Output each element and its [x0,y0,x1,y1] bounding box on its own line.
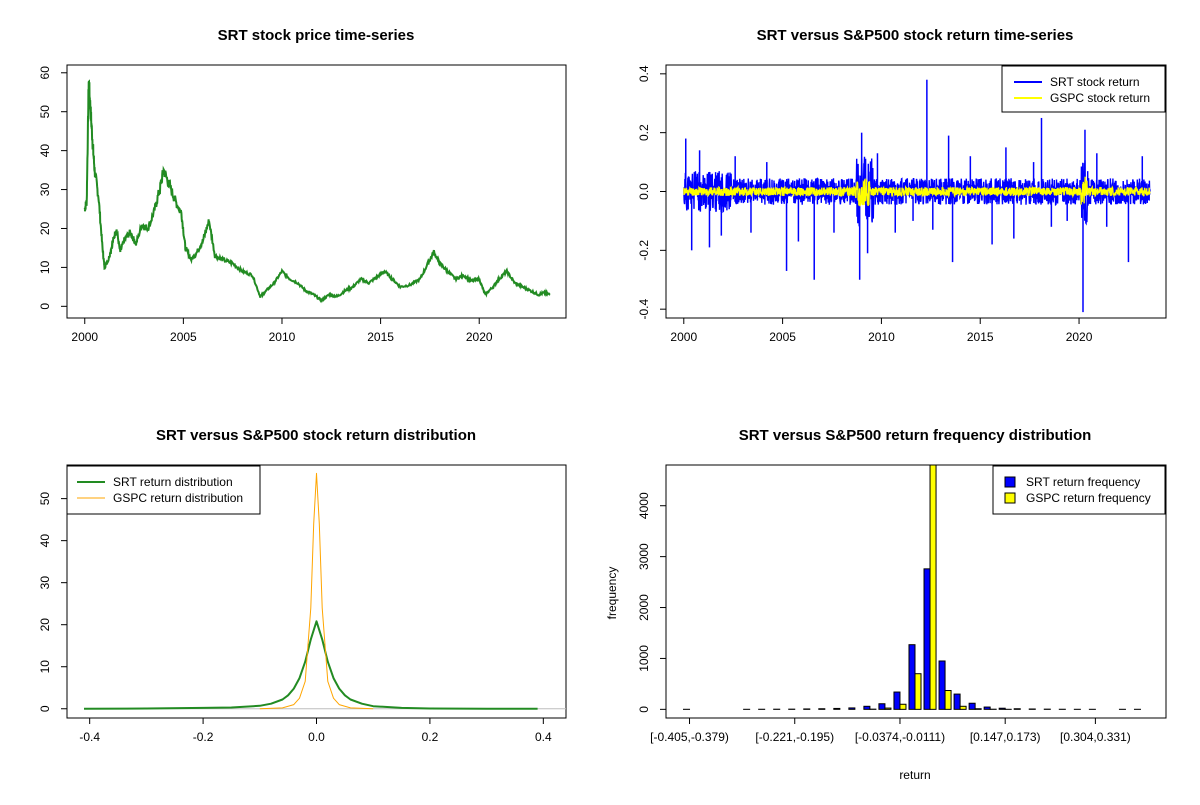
srt-frequency-bar [834,708,840,709]
srt-frequency-bar [954,694,960,709]
price-y-tick-label: 60 [38,66,52,80]
panel-density: SRT versus S&P500 stock return distribut… [38,427,566,744]
frequency-y-tick-label: 3000 [637,543,651,570]
density-y-tick-label: 0 [38,705,52,712]
density-y-tick-label: 50 [38,492,52,506]
price-series [85,82,550,302]
density-y-tick-label: 30 [38,576,52,590]
density-x-tick-label: 0.2 [422,730,439,744]
srt-frequency-bar [1014,709,1020,710]
gspc-frequency-bar [975,709,981,710]
price-axes: 2000 2005 2010 2015 2020 0 10 20 30 40 50 60 [38,66,493,344]
srt-frequency-bar [999,708,1005,709]
frequency-y-tick-label: 0 [637,706,651,713]
gspc-frequency-bar [960,706,966,709]
density-x-tick-label: -0.2 [193,730,214,744]
returns-title: SRT versus S&P500 stock return time-seri… [757,27,1074,44]
gspc-frequency-bar [930,465,936,709]
returns-x-tick-label: 2005 [769,330,796,344]
gspc-frequency-bar [900,704,906,709]
frequency-x-tick-label: [-0.0374,-0.0111) [855,730,945,744]
density-y-tick-label: 40 [38,534,52,548]
returns-series [684,80,1150,312]
price-x-tick-label: 2005 [170,330,197,344]
srt-frequency-bar [894,692,900,709]
frequency-y-tick-label: 2000 [637,594,651,621]
price-y-tick-label: 20 [38,221,52,235]
frequency-x-tick-label: [-0.405,-0.379) [650,730,729,744]
density-axes: -0.4 -0.2 0.0 0.2 0.4 0 10 20 30 40 50 [38,492,552,744]
srt-frequency-bar [969,703,975,709]
density-y-tick-label: 10 [38,660,52,674]
srt-frequency-bar [939,661,945,709]
returns-y-tick-label: 0.0 [637,183,651,200]
price-y-tick-label: 50 [38,105,52,119]
density-legend-gspc-label: GSPC return distribution [113,491,243,505]
frequency-y-tick-label: 1000 [637,645,651,672]
srt-frequency-bar [879,704,885,710]
frequency-legend: SRT return frequency GSPC return frequen… [993,466,1165,514]
price-y-tick-label: 10 [38,260,52,274]
frequency-y-axis-label: frequency [605,567,619,620]
price-line [85,82,550,302]
frequency-y-tick-label: 4000 [637,492,651,519]
density-x-tick-label: 0.4 [535,730,552,744]
returns-x-tick-label: 2015 [967,330,994,344]
returns-y-tick-label: -0.4 [637,299,651,320]
frequency-x-tick-label: [-0.221,-0.195) [755,730,834,744]
price-x-tick-label: 2010 [269,330,296,344]
price-plot-box [67,65,566,318]
density-legend: SRT return distribution GSPC return dist… [67,466,260,514]
srt-frequency-bar [984,707,990,709]
frequency-x-axis-label: return [899,768,930,782]
returns-x-tick-label: 2020 [1066,330,1093,344]
returns-y-tick-label: 0.2 [637,124,651,141]
density-x-tick-label: -0.4 [79,730,100,744]
returns-legend-gspc-label: GSPC stock return [1050,91,1150,105]
srt-frequency-bar [924,569,930,709]
srt-frequency-bar [864,706,870,709]
density-y-tick-label: 20 [38,618,52,632]
frequency-legend-box [993,466,1165,514]
panel-returns: SRT versus S&P500 stock return time-seri… [637,27,1166,344]
frequency-x-tick-label: [0.147,0.173) [970,730,1041,744]
returns-x-tick-label: 2000 [670,330,697,344]
returns-legend-srt-label: SRT stock return [1050,75,1140,89]
frequency-legend-gspc-swatch [1005,493,1015,503]
price-y-tick-label: 0 [38,303,52,310]
srt-frequency-bar [909,645,915,710]
returns-x-tick-label: 2010 [868,330,895,344]
srt-frequency-bar [819,709,825,710]
density-x-tick-label: 0.0 [308,730,325,744]
density-title: SRT versus S&P500 stock return distribut… [156,427,476,444]
price-x-tick-label: 2020 [466,330,493,344]
price-y-tick-label: 30 [38,183,52,197]
frequency-title: SRT versus S&P500 return frequency distr… [739,427,1092,444]
gspc-density-line [260,473,373,708]
returns-legend: SRT stock return GSPC stock return [1002,66,1165,112]
srt-density-line [84,621,538,709]
gspc-frequency-bar [885,708,891,709]
density-legend-srt-label: SRT return distribution [113,475,233,489]
returns-legend-box [1002,66,1165,112]
frequency-legend-srt-label: SRT return frequency [1026,475,1140,489]
price-y-tick-label: 40 [38,144,52,158]
price-x-tick-label: 2015 [367,330,394,344]
price-title: SRT stock price time-series [218,27,415,44]
frequency-x-tick-label: [0.304,0.331) [1060,730,1131,744]
density-legend-box [67,466,260,514]
srt-frequency-bar [849,708,855,709]
gspc-frequency-bar [915,674,921,710]
panel-frequency: SRT versus S&P500 return frequency distr… [605,427,1166,782]
returns-y-tick-label: 0.4 [637,65,651,82]
price-x-tick-label: 2000 [71,330,98,344]
gspc-frequency-bar [945,691,951,710]
returns-y-tick-label: -0.2 [637,240,651,261]
frequency-legend-gspc-label: GSPC return frequency [1026,491,1151,505]
frequency-legend-srt-swatch [1005,477,1015,487]
